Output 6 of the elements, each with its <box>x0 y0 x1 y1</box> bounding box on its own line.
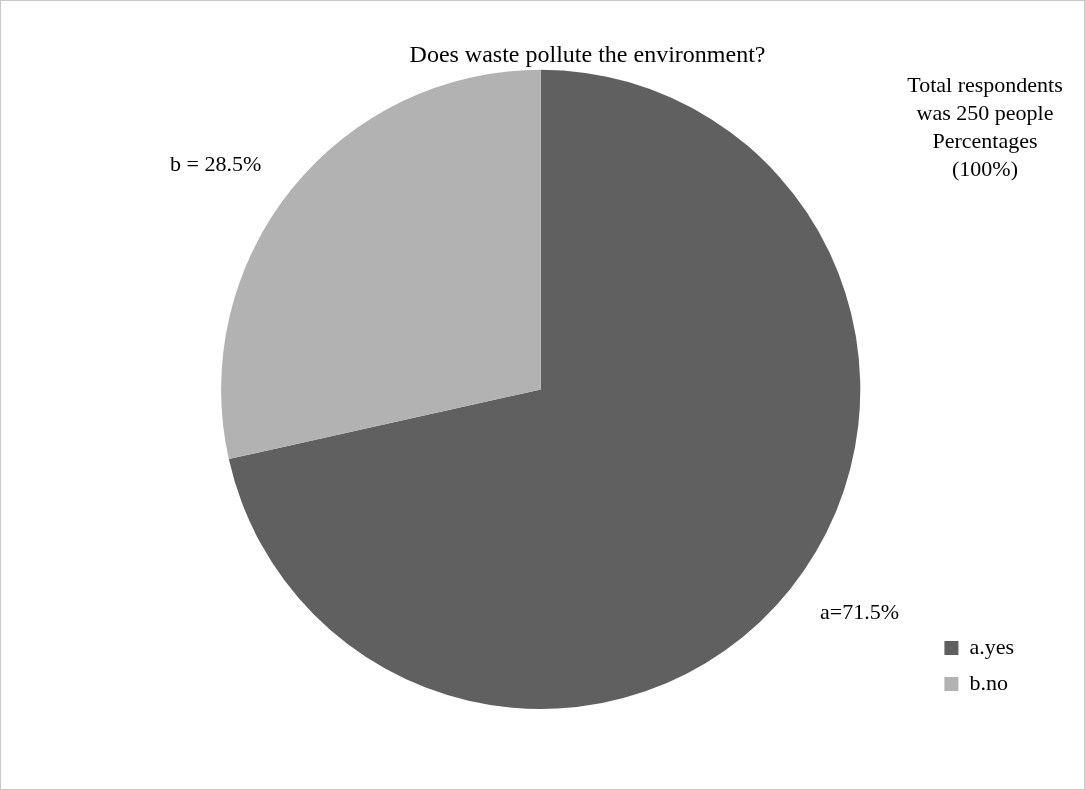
data-label: b = 28.5% <box>170 151 262 177</box>
data-label: a=71.5% <box>820 598 900 624</box>
text: Total respondents was 250 people Percentages (100%) <box>906 71 1064 183</box>
legend-label: a.yes <box>969 633 1014 659</box>
chart-title: Does waste pollute the environment? <box>409 40 766 67</box>
legend-label: b.no <box>969 669 1008 695</box>
